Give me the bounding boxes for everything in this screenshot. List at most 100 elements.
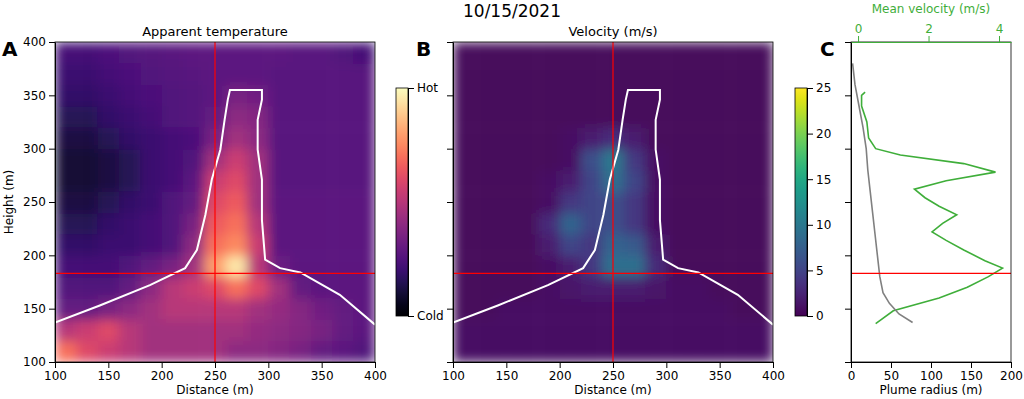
cell	[76, 127, 98, 149]
cell	[98, 63, 120, 85]
cell	[624, 149, 646, 171]
cell	[517, 106, 539, 128]
cell	[55, 191, 77, 213]
cell	[226, 170, 248, 192]
tick-label: 10	[816, 218, 831, 232]
cell	[183, 234, 205, 256]
cell	[645, 42, 667, 64]
tick: 15	[807, 173, 831, 187]
frame	[55, 42, 375, 362]
tick: 300	[655, 362, 678, 383]
tick-mark	[268, 362, 269, 368]
cell	[688, 170, 710, 192]
cell	[76, 106, 98, 128]
cell	[560, 170, 582, 192]
cell	[709, 170, 731, 192]
cell	[226, 106, 248, 128]
cell	[517, 234, 539, 256]
tick: 200	[151, 362, 174, 383]
tick-label: 300	[257, 369, 280, 383]
cell	[709, 341, 731, 362]
cell	[119, 170, 141, 192]
cell	[332, 191, 354, 213]
cell	[354, 341, 375, 362]
cell	[666, 170, 688, 192]
cell	[709, 213, 731, 235]
cell	[496, 277, 518, 299]
cell	[290, 319, 312, 341]
series-line	[853, 63, 913, 322]
cell	[666, 213, 688, 235]
cell	[354, 277, 375, 299]
cell	[538, 319, 560, 341]
tick-label: 150	[97, 369, 120, 383]
axis: 0510152025	[807, 81, 831, 323]
cell	[581, 85, 603, 107]
cell	[474, 191, 496, 213]
cell	[290, 106, 312, 128]
frame	[851, 42, 1011, 362]
tick: 150	[495, 362, 518, 383]
cell	[581, 42, 603, 64]
axis-line	[807, 89, 808, 317]
cell	[162, 234, 184, 256]
tick-mark	[49, 309, 55, 310]
cell	[453, 85, 475, 107]
cell	[752, 42, 773, 64]
cell	[162, 85, 184, 107]
cell	[474, 42, 496, 64]
cell	[247, 170, 269, 192]
cell	[311, 213, 333, 235]
cell	[453, 234, 475, 256]
plot-area	[453, 42, 773, 362]
cell	[76, 149, 98, 171]
cell	[98, 234, 120, 256]
cell	[55, 341, 77, 362]
cell	[560, 213, 582, 235]
heatmap	[453, 42, 773, 362]
cell	[666, 234, 688, 256]
cell	[645, 277, 667, 299]
cell	[709, 63, 731, 85]
cell	[140, 319, 162, 341]
tick-label: 5	[816, 264, 824, 278]
tick	[447, 42, 453, 43]
cell	[496, 106, 518, 128]
colorbar	[795, 88, 807, 316]
cell	[162, 341, 184, 362]
cell	[311, 42, 333, 64]
tick-label: 150	[23, 302, 46, 316]
tick-mark	[49, 95, 55, 96]
tick-mark	[447, 309, 453, 310]
cell	[268, 319, 290, 341]
cell	[688, 277, 710, 299]
tick-label: 200	[1000, 369, 1023, 383]
tick-mark	[845, 149, 851, 150]
cell	[560, 319, 582, 341]
tick: 100	[920, 362, 943, 383]
tick-mark	[773, 362, 774, 368]
cell	[55, 42, 77, 64]
cell	[517, 170, 539, 192]
cell	[474, 234, 496, 256]
tick-label: 250	[23, 195, 46, 209]
panel-letter: C	[820, 37, 835, 61]
cell	[474, 341, 496, 362]
heatmap	[55, 42, 375, 362]
tick-mark	[971, 362, 972, 368]
cell	[666, 85, 688, 107]
cell	[624, 234, 646, 256]
cell	[709, 85, 731, 107]
cell	[666, 341, 688, 362]
cell	[517, 341, 539, 362]
cell	[645, 170, 667, 192]
tick: 250	[204, 362, 227, 383]
cell	[140, 85, 162, 107]
cell	[119, 106, 141, 128]
cell	[496, 170, 518, 192]
cell	[624, 341, 646, 362]
cell	[752, 63, 773, 85]
tick-mark	[807, 134, 813, 135]
cell	[311, 127, 333, 149]
tick-mark	[845, 95, 851, 96]
